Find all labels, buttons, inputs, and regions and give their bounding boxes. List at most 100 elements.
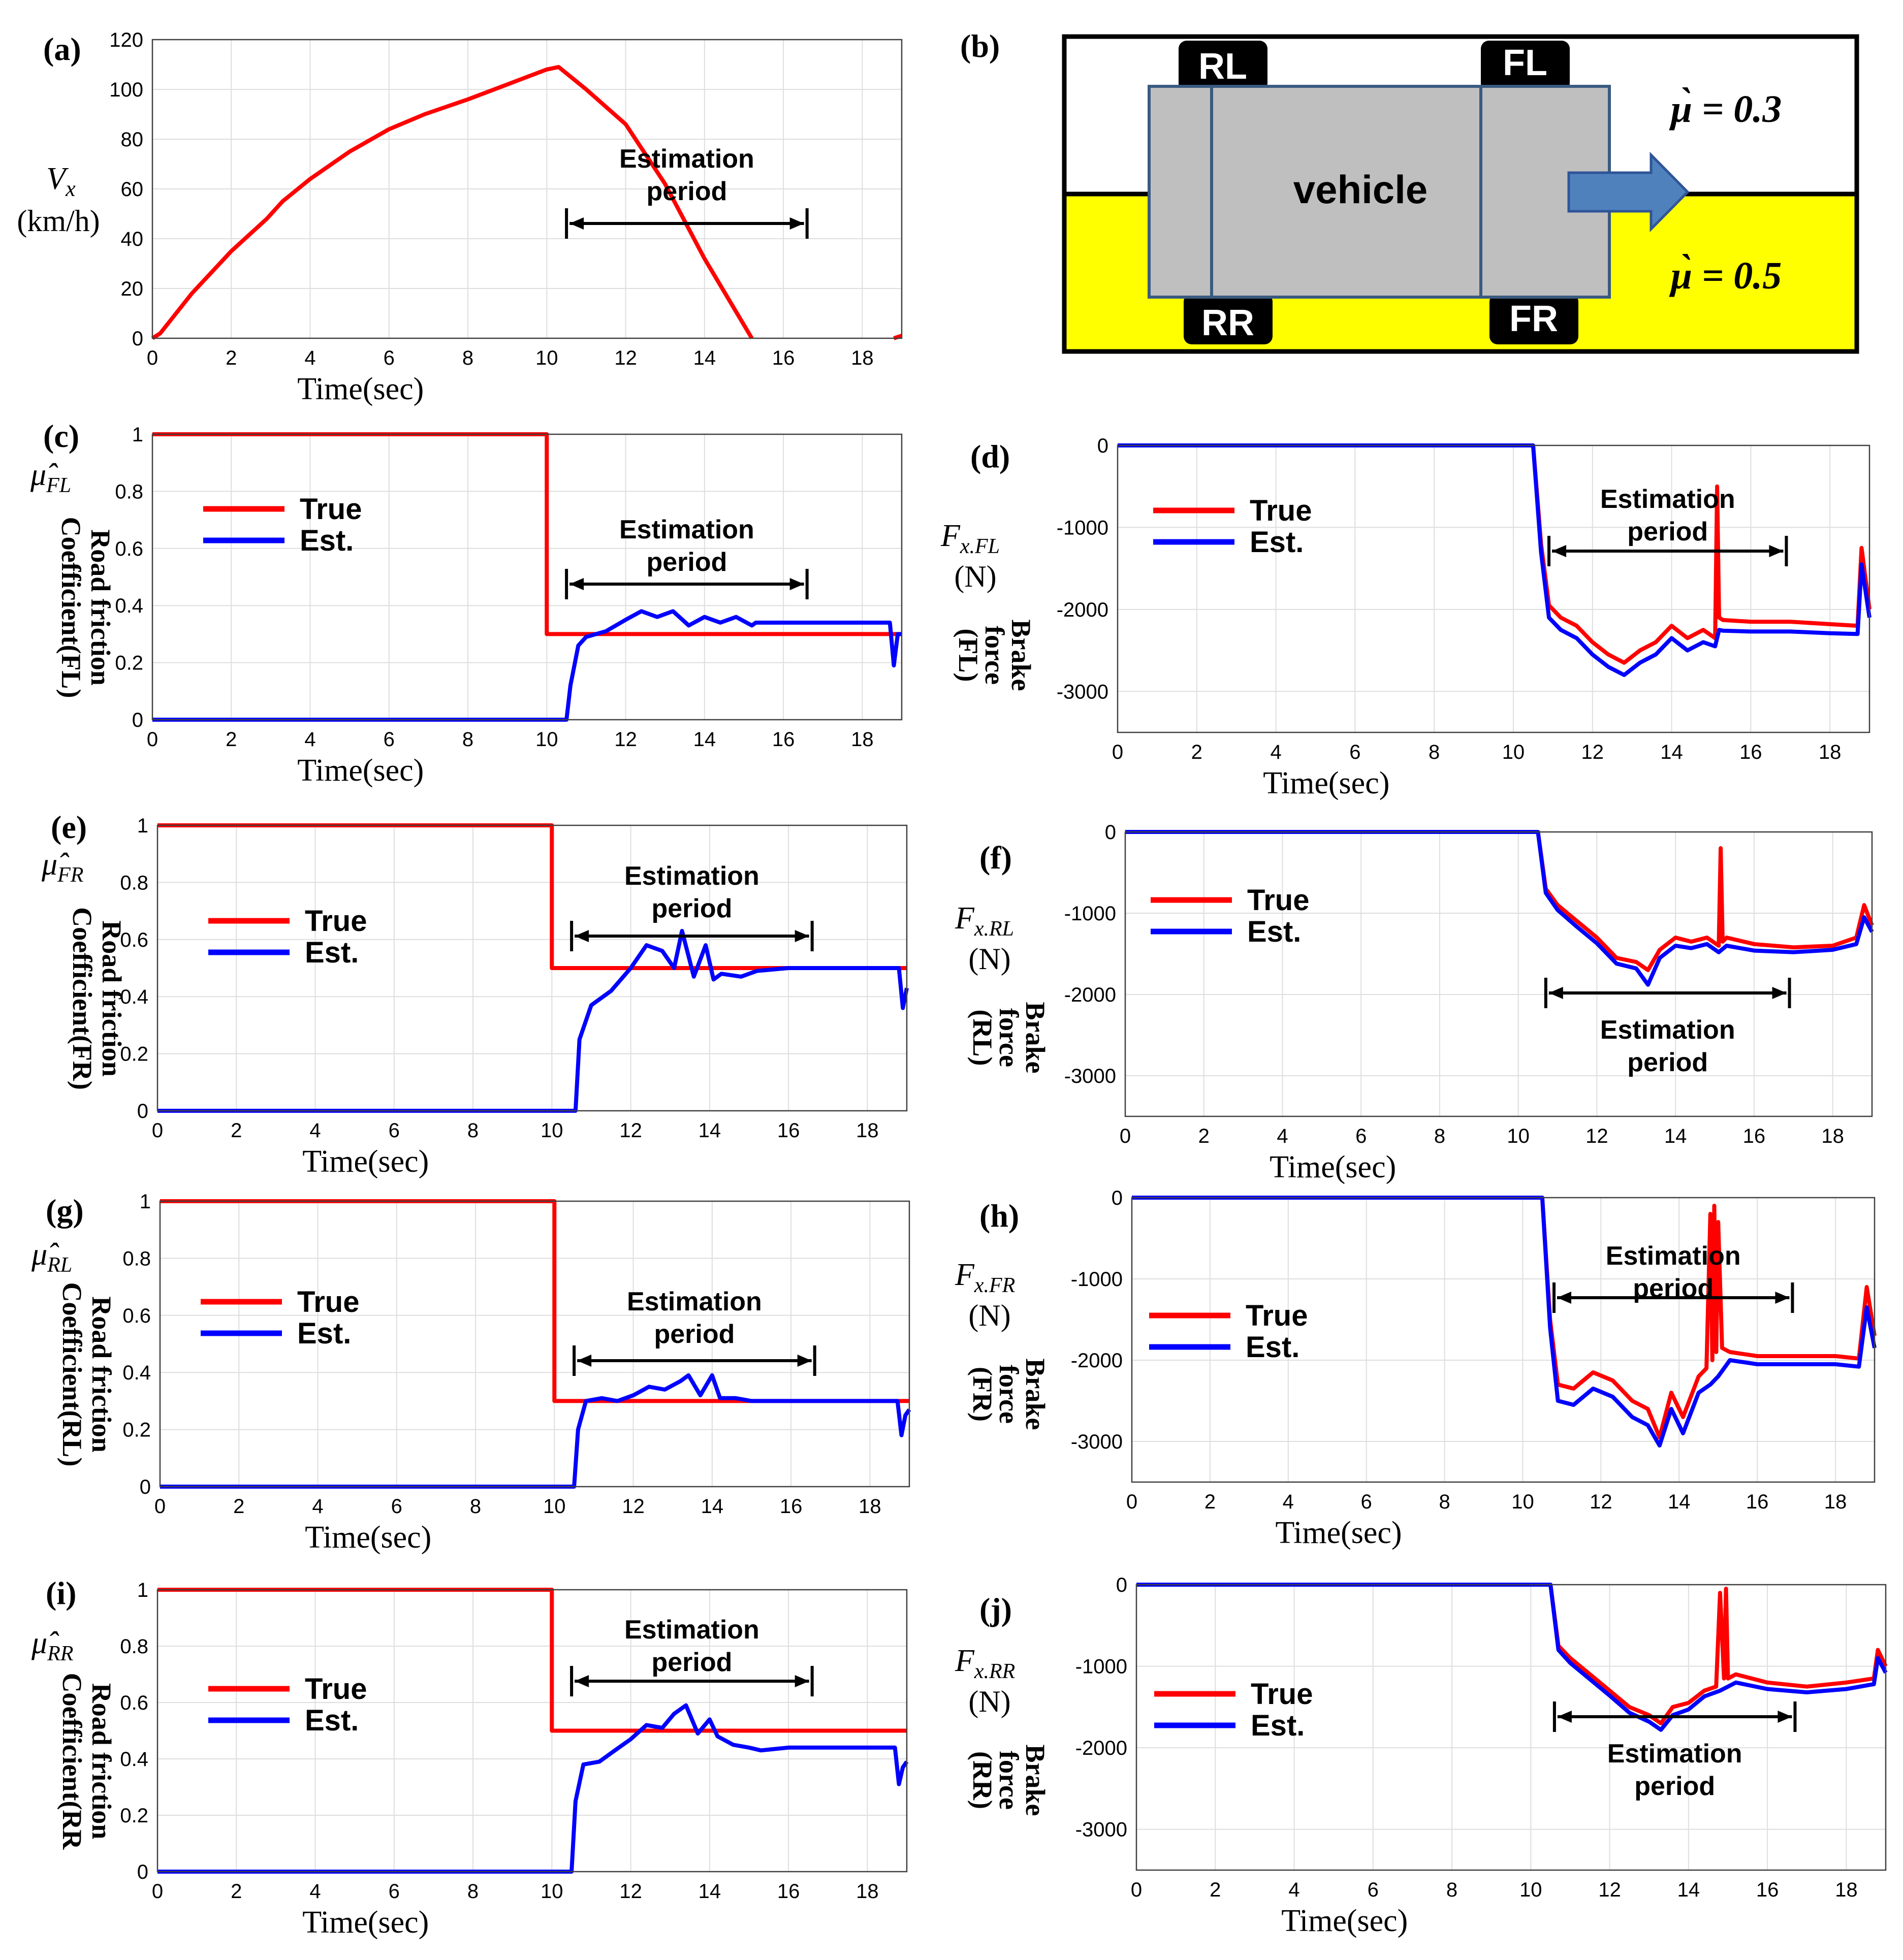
series-line-est — [1118, 443, 1872, 677]
x-tick-label: 12 — [1598, 1879, 1621, 1901]
y-axis-symbol-sub: x — [65, 176, 76, 201]
y-axis-label-force: force — [979, 626, 1010, 685]
wheel-fr — [1489, 294, 1578, 344]
y-axis-symbol-sub: RL — [47, 1254, 72, 1277]
panel-title: (e) — [51, 809, 87, 845]
legend-label: True — [300, 493, 362, 526]
y-tick-label: 0 — [1097, 435, 1108, 457]
plot-frame — [151, 39, 903, 339]
y-axis-symbol: μ̂FR — [41, 847, 83, 887]
x-tick-label: 6 — [1368, 1879, 1379, 1901]
x-tick-label: 14 — [693, 347, 716, 369]
x-tick-label: 4 — [309, 1880, 321, 1903]
mu-lower-label: μ̀ = 0.5 — [1669, 253, 1782, 297]
x-tick-label: 0 — [1126, 1491, 1137, 1513]
y-tick-label: 0.6 — [122, 1305, 151, 1327]
y-axis-symbol-main: F — [955, 1644, 975, 1678]
x-tick-label: 16 — [780, 1495, 803, 1518]
y-axis-symbol-main: V — [46, 162, 69, 196]
x-tick-label: 10 — [541, 1119, 563, 1142]
series-line-est — [157, 928, 909, 1113]
plot-frame — [156, 1589, 908, 1873]
x-tick-label: 16 — [772, 347, 795, 369]
y-tick-label: 0 — [1116, 1574, 1127, 1596]
panel-title: (h) — [979, 1198, 1019, 1234]
panel-b-title: (b) — [960, 28, 1000, 64]
x-tick-label: 18 — [851, 728, 874, 751]
y-tick-label: 0.2 — [120, 1043, 148, 1066]
y-tick-label: -1000 — [1075, 1656, 1127, 1678]
y-tick-label: 0.8 — [115, 480, 143, 503]
y-tick-label: 1 — [132, 424, 143, 446]
annotation-arrow-right-head — [795, 1675, 809, 1687]
x-tick-label: 12 — [619, 1880, 642, 1903]
x-axis-label: Time(sec) — [1270, 1150, 1396, 1184]
y-tick-label: 40 — [121, 228, 144, 250]
y-axis-symbol-main: F — [940, 519, 961, 553]
y-tick-label: 0.8 — [122, 1247, 151, 1270]
chart-panel-e: 0 2 4 6 8 10 12 14 16 18 0 0.2 0.4 0.6 0.8 1 (e) Time(sec… — [41, 809, 909, 1179]
y-tick-label: -1000 — [1064, 903, 1116, 925]
annotation-arrow-right-head — [789, 217, 804, 230]
y-tick-label: 0.6 — [120, 1692, 148, 1714]
x-tick-label: 0 — [152, 1880, 163, 1903]
x-tick-label: 2 — [1210, 1879, 1221, 1901]
y-tick-label: 0 — [132, 328, 143, 350]
x-tick-label: 8 — [1434, 1125, 1445, 1147]
x-tick-label: 16 — [1746, 1491, 1769, 1513]
x-tick-label: 0 — [147, 347, 158, 369]
y-tick-label: 0.6 — [115, 538, 143, 560]
x-tick-label: 6 — [384, 728, 395, 751]
annotation-line1: Estimation — [627, 1287, 762, 1316]
panel-title: (j) — [979, 1591, 1012, 1627]
x-tick-label: 0 — [147, 728, 158, 751]
chart-panel-a: 0 2 4 6 8 10 12 14 16 18 0 20 40 60 80 100 120 (a) Time(se… — [17, 29, 903, 406]
chart-panel-j: 0 2 4 6 8 10 12 14 16 18 0 -1000 -2000 -3000 (j) Time(s… — [955, 1574, 1888, 1938]
y-tick-label: -2000 — [1075, 1737, 1127, 1759]
x-tick-label: 14 — [699, 1880, 721, 1903]
y-axis-symbol-main: F — [955, 1258, 975, 1292]
y-axis-label-wheel: (FR) — [967, 1367, 998, 1422]
wheel-fl-label: FL — [1503, 43, 1547, 83]
series-line-est — [160, 1373, 911, 1489]
annotation-arrow-left-head — [1548, 987, 1563, 999]
y-axis-label-wheel: (RR) — [967, 1751, 998, 1809]
plot-area — [1125, 832, 1872, 1116]
y-tick-label: 0 — [132, 709, 143, 731]
annotation-line2: period — [646, 548, 727, 577]
x-tick-label: 18 — [1824, 1491, 1847, 1513]
x-tick-label: 18 — [1821, 1125, 1844, 1147]
annotation-line1: Estimation — [619, 144, 754, 174]
chart-panel-h: 0 2 4 6 8 10 12 14 16 18 0 -1000 -2000 -3000 (h) Time(s… — [955, 1187, 1877, 1550]
legend-label: Est. — [305, 936, 359, 969]
y-axis-unit: (N) — [954, 560, 996, 593]
x-tick-label: 14 — [701, 1495, 724, 1518]
x-tick-label: 2 — [233, 1495, 244, 1518]
wheel-rl — [1179, 41, 1267, 91]
y-axis-label-force: force — [994, 1365, 1024, 1424]
y-tick-label: 100 — [109, 79, 143, 101]
y-tick-label: 0 — [137, 1861, 148, 1883]
y-axis-label-line1: Road friction — [86, 1683, 117, 1839]
y-tick-label: -2000 — [1057, 599, 1108, 621]
panel-title: (f) — [979, 840, 1012, 876]
y-axis-unit: (N) — [968, 1685, 1010, 1718]
legend-label: True — [1246, 1299, 1308, 1332]
plot-area — [1118, 445, 1869, 732]
x-tick-label: 14 — [1664, 1125, 1687, 1147]
y-tick-label: 0.2 — [122, 1419, 151, 1441]
x-tick-label: 4 — [1270, 741, 1281, 763]
panel-title: (a) — [43, 31, 81, 67]
vehicle-label: vehicle — [1293, 167, 1428, 212]
plot-area — [160, 1201, 909, 1487]
x-tick-label: 12 — [1585, 1125, 1608, 1147]
chart-panels: 0 2 4 6 8 10 12 14 16 18020406080100120(a)Time(se… — [17, 29, 1888, 1940]
y-tick-label: 120 — [109, 29, 143, 51]
x-tick-label: 6 — [389, 1880, 400, 1903]
legend-label: Est. — [1251, 1709, 1305, 1742]
y-tick-label: -3000 — [1057, 681, 1108, 703]
y-axis-symbol: μ̂RR — [31, 1626, 73, 1665]
y-tick-label: 1 — [137, 815, 148, 837]
x-tick-label: 8 — [1429, 741, 1440, 763]
